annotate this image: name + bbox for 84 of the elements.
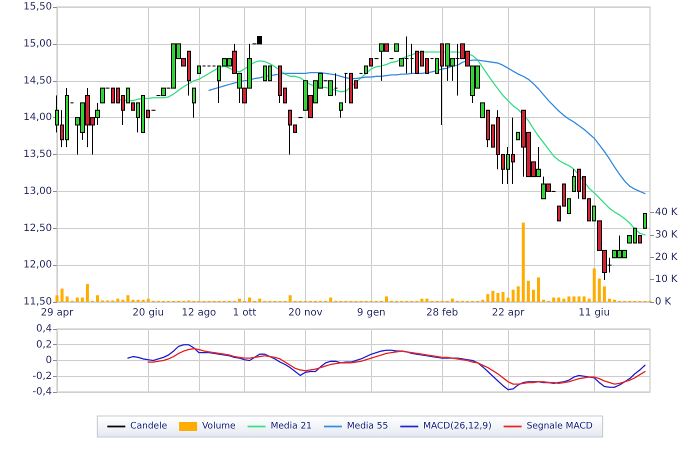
bar <box>116 298 120 302</box>
bar <box>562 298 566 302</box>
bar <box>76 298 79 302</box>
candlestick <box>339 102 343 118</box>
bar <box>86 284 89 302</box>
bar <box>608 298 611 302</box>
bar <box>592 268 596 302</box>
y-tick-label: 14,00 <box>23 112 52 124</box>
bar <box>126 295 130 302</box>
y-tick-label: 13,00 <box>23 186 52 197</box>
bar <box>502 292 505 302</box>
line-series <box>148 348 646 385</box>
legend-label: Segnale MACD <box>526 422 593 432</box>
bar <box>512 290 515 302</box>
bar <box>567 296 570 302</box>
bar <box>506 298 510 302</box>
x-tick-label: 22 apr <box>492 308 526 318</box>
y-tick-label: 0,2 <box>36 339 52 350</box>
y2-tick-label: 40 K <box>655 207 678 218</box>
bar <box>552 298 556 302</box>
bar <box>384 296 388 302</box>
bar <box>146 298 150 302</box>
bar <box>496 293 500 302</box>
legend-label: Media 55 <box>346 422 388 432</box>
bar <box>96 295 100 302</box>
y-tick-label: 0,4 <box>36 324 52 334</box>
bar <box>598 278 601 302</box>
bar <box>248 298 252 302</box>
x-tick-label: 9 gen <box>357 308 386 318</box>
bar <box>450 298 454 302</box>
line-series <box>208 59 646 194</box>
y2-tick-label: 0 K <box>655 296 672 308</box>
bar <box>425 298 428 302</box>
y-tick-label: 14,50 <box>23 75 52 86</box>
bar <box>486 294 490 302</box>
bar <box>522 222 525 302</box>
bar <box>526 280 530 302</box>
y2-tick-label: 30 K <box>655 229 678 240</box>
bar <box>516 286 520 302</box>
bar <box>572 296 576 302</box>
y-tick-label: 13,50 <box>23 149 52 160</box>
x-tick-label: 1 ott <box>232 308 256 318</box>
legend-label: MACD(26,12,9) <box>423 422 492 432</box>
line-series <box>117 51 646 236</box>
x-tick-label: 20 nov <box>288 308 323 318</box>
y-tick-label: 15,00 <box>23 38 52 50</box>
legend-label: Media 21 <box>270 422 312 432</box>
bar <box>66 296 69 302</box>
candlestick <box>643 213 647 229</box>
bar <box>557 298 560 302</box>
candlestick <box>394 43 399 52</box>
bar <box>578 296 581 302</box>
x-tick-label: 29 apr <box>40 308 74 318</box>
x-tick-label: 20 giu <box>132 308 164 318</box>
y2-tick-label: 10 K <box>655 274 678 286</box>
legend-label: Volume <box>202 422 236 432</box>
bar <box>238 298 241 302</box>
y2-tick-label: 20 K <box>655 252 678 263</box>
y-tick-label: 15,50 <box>23 2 52 12</box>
bar <box>420 298 424 302</box>
bar <box>329 298 332 302</box>
bar <box>60 288 64 302</box>
bar <box>532 290 535 302</box>
line-series <box>127 344 646 390</box>
bar <box>588 298 591 302</box>
bar <box>602 286 606 302</box>
y-tick-label: -0,4 <box>32 386 52 398</box>
bar <box>56 295 58 302</box>
y-tick-label: -0,2 <box>32 370 52 382</box>
x-tick-label: 11 giu <box>578 308 610 318</box>
bar <box>491 290 494 302</box>
candlestick <box>192 88 196 118</box>
legend-label: Candele <box>130 422 168 432</box>
y-tick-label: 12,50 <box>23 222 52 234</box>
bar <box>582 296 586 302</box>
x-tick-label: 12 ago <box>182 308 216 318</box>
y-tick-label: 0 <box>46 355 52 366</box>
bar <box>536 277 540 302</box>
bar <box>258 298 262 302</box>
y-tick-label: 12,00 <box>23 260 52 271</box>
bar <box>288 295 292 302</box>
bar <box>80 298 84 302</box>
x-tick-label: 28 feb <box>426 308 458 318</box>
y-tick-label: 11,50 <box>23 296 52 308</box>
